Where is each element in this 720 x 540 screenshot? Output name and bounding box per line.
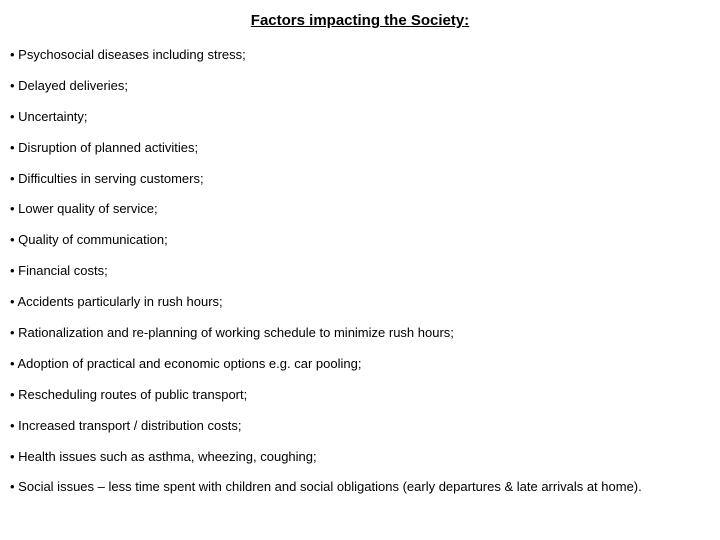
list-item: • Health issues such as asthma, wheezing… (10, 449, 710, 466)
page-title: Factors impacting the Society: (10, 12, 710, 29)
list-item: • Accidents particularly in rush hours; (10, 294, 710, 311)
list-item: • Uncertainty; (10, 109, 710, 126)
list-item: • Delayed deliveries; (10, 78, 710, 95)
list-item: • Increased transport / distribution cos… (10, 418, 710, 435)
list-item: • Adoption of practical and economic opt… (10, 356, 710, 373)
list-item: • Rescheduling routes of public transpor… (10, 387, 710, 404)
list-item: • Difficulties in serving customers; (10, 171, 710, 188)
list-item: • Psychosocial diseases including stress… (10, 47, 710, 64)
list-item: • Lower quality of service; (10, 201, 710, 218)
list-item: • Social issues – less time spent with c… (10, 479, 710, 496)
list-item: • Rationalization and re-planning of wor… (10, 325, 710, 342)
bullet-list: • Psychosocial diseases including stress… (10, 47, 710, 496)
list-item: • Financial costs; (10, 263, 710, 280)
list-item: • Disruption of planned activities; (10, 140, 710, 157)
list-item: • Quality of communication; (10, 232, 710, 249)
